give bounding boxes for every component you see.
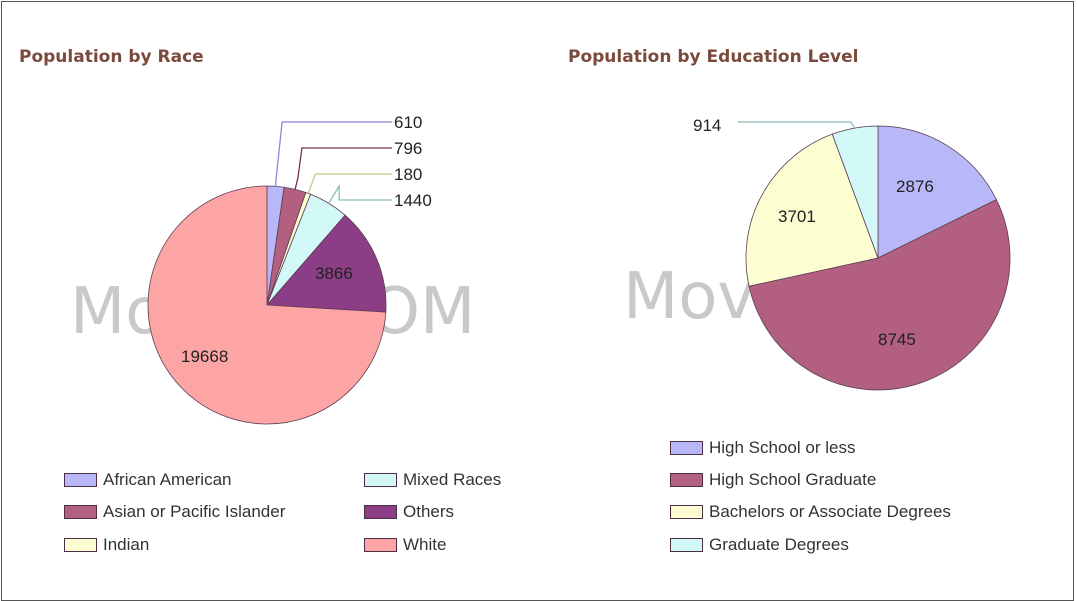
race-label-others: 3866 bbox=[315, 264, 353, 283]
race-pie bbox=[147, 121, 392, 425]
legend-swatch bbox=[364, 473, 397, 487]
legend-label: Graduate Degrees bbox=[709, 535, 849, 554]
legend-swatch bbox=[64, 505, 97, 519]
race-slice-white bbox=[147, 185, 387, 425]
race-leader-indian bbox=[307, 173, 392, 194]
legend-item-bachelors: Bachelors or Associate Degrees bbox=[670, 502, 951, 522]
legend-item-graduate-degrees: Graduate Degrees bbox=[670, 535, 849, 555]
edu-slice-high-school-or-less bbox=[877, 125, 997, 259]
legend-swatch bbox=[364, 538, 397, 552]
legend-swatch bbox=[670, 473, 703, 487]
edu-leader-graduate-degrees bbox=[738, 121, 856, 129]
legend-swatch bbox=[670, 505, 703, 519]
legend-swatch bbox=[670, 441, 703, 455]
legend-label: Asian or Pacific Islander bbox=[103, 502, 286, 521]
race-leader-asian-pacific bbox=[294, 147, 392, 190]
race-label-indian: 180 bbox=[394, 165, 422, 184]
legend-label: High School or less bbox=[709, 438, 856, 457]
legend-item-high-school-or-less: High School or less bbox=[670, 438, 855, 458]
legend-label: African American bbox=[103, 470, 232, 489]
edu-slice-high-school-graduate bbox=[748, 199, 1011, 391]
edu-label-bachelors: 3701 bbox=[778, 207, 816, 226]
education-data-labels: 2876 8745 3701 914 bbox=[693, 116, 934, 349]
race-slice-others bbox=[266, 214, 387, 313]
legend-item-white: White bbox=[364, 535, 446, 555]
edu-label-graduate-degrees: 914 bbox=[693, 116, 721, 135]
edu-label-high-school-graduate: 8745 bbox=[878, 330, 916, 349]
legend-swatch bbox=[64, 538, 97, 552]
legend-label: Mixed Races bbox=[403, 470, 502, 489]
race-label-african-american: 610 bbox=[394, 113, 422, 132]
education-pie bbox=[738, 121, 1011, 391]
legend-item-indian: Indian bbox=[64, 535, 149, 555]
legend-label: High School Graduate bbox=[709, 470, 877, 489]
legend-item-high-school-graduate: High School Graduate bbox=[670, 470, 876, 490]
legend-label: White bbox=[403, 535, 447, 554]
race-chart-title: Population by Race bbox=[19, 47, 204, 67]
legend-swatch bbox=[64, 473, 97, 487]
legend-label: Others bbox=[403, 502, 455, 521]
race-leader-african-american bbox=[274, 121, 392, 187]
legend-item-mixed-races: Mixed Races bbox=[364, 470, 501, 490]
legend-item-african-american: African American bbox=[64, 470, 232, 490]
race-label-mixed-races: 1440 bbox=[394, 191, 432, 210]
legend-label: Indian bbox=[103, 535, 150, 554]
race-label-asian-pacific: 796 bbox=[394, 139, 422, 158]
legend-item-others: Others bbox=[364, 502, 454, 522]
legend-swatch bbox=[670, 538, 703, 552]
edu-label-high-school-or-less: 2876 bbox=[896, 177, 934, 196]
legend-item-asian-pacific: Asian or Pacific Islander bbox=[64, 502, 285, 522]
edu-slice-graduate-degrees bbox=[831, 125, 879, 259]
race-data-labels: 610 796 180 1440 3866 19668 bbox=[181, 113, 432, 366]
race-leader-mixed-races bbox=[328, 183, 392, 204]
legend-label: Bachelors or Associate Degrees bbox=[709, 502, 951, 521]
legend-swatch bbox=[364, 505, 397, 519]
race-label-white: 19668 bbox=[181, 347, 228, 366]
edu-slice-bachelors-or-associate-degrees bbox=[745, 133, 879, 287]
education-chart-title: Population by Education Level bbox=[568, 47, 859, 67]
